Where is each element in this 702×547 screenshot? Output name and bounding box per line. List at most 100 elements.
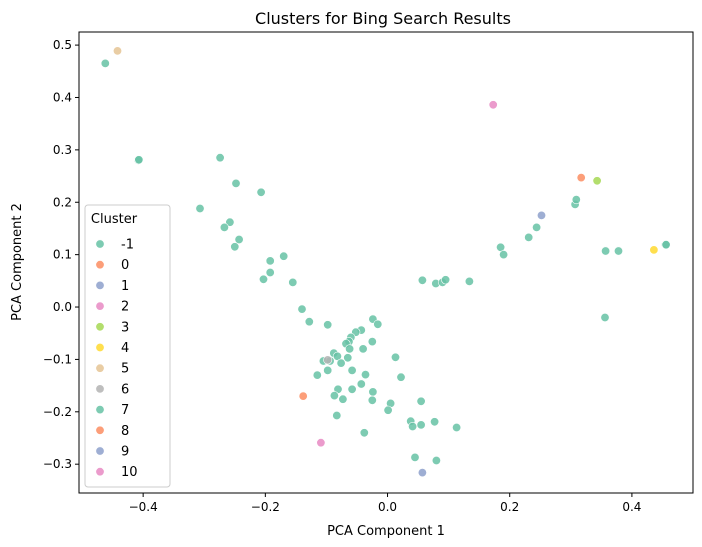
legend-marker [95, 280, 105, 290]
data-point [430, 417, 440, 427]
legend-label: 1 [121, 279, 129, 294]
y-axis-ticks: −0.3 −0.2 −0.1 0.0 0.1 0.2 0.3 0.4 0.5 [43, 38, 79, 471]
data-point [524, 232, 534, 242]
y-tick-label: −0.2 [43, 405, 72, 419]
data-point [368, 387, 378, 397]
data-point [265, 267, 275, 277]
data-point [256, 187, 266, 197]
data-point [613, 246, 623, 256]
data-point [347, 365, 357, 375]
data-point [488, 100, 498, 110]
legend-label: 10 [121, 465, 138, 480]
legend-label: 0 [121, 258, 129, 273]
data-point [336, 358, 346, 368]
data-point [234, 235, 244, 245]
legend-label: 9 [121, 445, 129, 460]
x-axis-label: PCA Component 1 [327, 524, 445, 539]
legend-marker [95, 301, 105, 311]
plot-frame [78, 31, 694, 494]
legend-label: 2 [121, 300, 129, 315]
data-point [134, 155, 144, 165]
data-point [649, 245, 659, 255]
legend-label: 7 [121, 403, 129, 418]
data-point [343, 353, 353, 363]
data-point [576, 173, 586, 183]
data-point [373, 319, 383, 329]
legend-label: 4 [121, 341, 129, 356]
legend-label: 8 [121, 424, 129, 439]
legend-box [84, 204, 171, 488]
legend-label: 5 [121, 362, 129, 377]
legend-marker [95, 384, 105, 394]
data-point [532, 222, 542, 232]
data-point [571, 195, 581, 205]
data-point [452, 422, 462, 432]
data-point [499, 250, 509, 260]
data-point [195, 204, 205, 214]
data-point [258, 274, 268, 284]
data-point [323, 355, 333, 365]
x-tick-label: −0.2 [251, 500, 280, 514]
data-point [431, 455, 441, 465]
y-tick-label: −0.3 [43, 457, 72, 471]
data-point [367, 337, 377, 347]
legend-marker [95, 467, 105, 477]
legend-marker [95, 322, 105, 332]
x-axis-ticks: −0.4 −0.2 0.0 0.2 0.4 [129, 493, 641, 514]
data-point [298, 391, 308, 401]
data-point [358, 344, 368, 354]
x-tick-label: 0.0 [378, 500, 397, 514]
data-point [600, 312, 610, 322]
data-point [316, 438, 326, 448]
data-point [100, 58, 110, 68]
data-point [360, 370, 370, 380]
data-point [297, 304, 307, 314]
data-point [416, 396, 426, 406]
legend-label: -1 [121, 238, 134, 253]
x-tick-label: 0.2 [500, 500, 519, 514]
data-point [225, 217, 235, 227]
data-point [230, 242, 240, 252]
data-point [356, 379, 366, 389]
plot-points [100, 46, 671, 478]
legend-title: Cluster [91, 212, 138, 227]
data-point [231, 178, 241, 188]
y-tick-label: 0.1 [53, 248, 72, 262]
data-point [288, 277, 298, 287]
legend-marker [95, 446, 105, 456]
data-point [592, 176, 602, 186]
legend-marker [95, 260, 105, 270]
data-point [464, 276, 474, 286]
data-point [323, 320, 333, 330]
data-point [323, 365, 333, 375]
x-tick-label: 0.4 [622, 500, 641, 514]
data-point [304, 317, 314, 327]
legend-label: 6 [121, 382, 129, 397]
data-point [416, 420, 426, 430]
data-point [417, 275, 427, 285]
data-point [347, 384, 357, 394]
legend-marker [95, 342, 105, 352]
y-tick-label: 0.0 [53, 300, 72, 314]
data-point [332, 351, 342, 361]
legend-marker [95, 363, 105, 373]
data-point [312, 370, 322, 380]
data-point [345, 344, 355, 354]
data-point [601, 246, 611, 256]
y-tick-label: 0.2 [53, 195, 72, 209]
data-point [390, 352, 400, 362]
y-tick-label: −0.1 [43, 352, 72, 366]
data-point [113, 46, 123, 56]
y-axis-label: PCA Component 2 [10, 203, 25, 321]
legend-marker [95, 405, 105, 415]
y-tick-label: 0.5 [53, 38, 72, 52]
y-tick-label: 0.4 [53, 90, 72, 104]
data-point [359, 428, 369, 438]
legend-marker [95, 425, 105, 435]
data-point [396, 372, 406, 382]
legend-label: 3 [121, 320, 129, 335]
data-point [329, 391, 339, 401]
data-point [219, 222, 229, 232]
y-tick-label: 0.3 [53, 143, 72, 157]
data-point [661, 240, 671, 250]
